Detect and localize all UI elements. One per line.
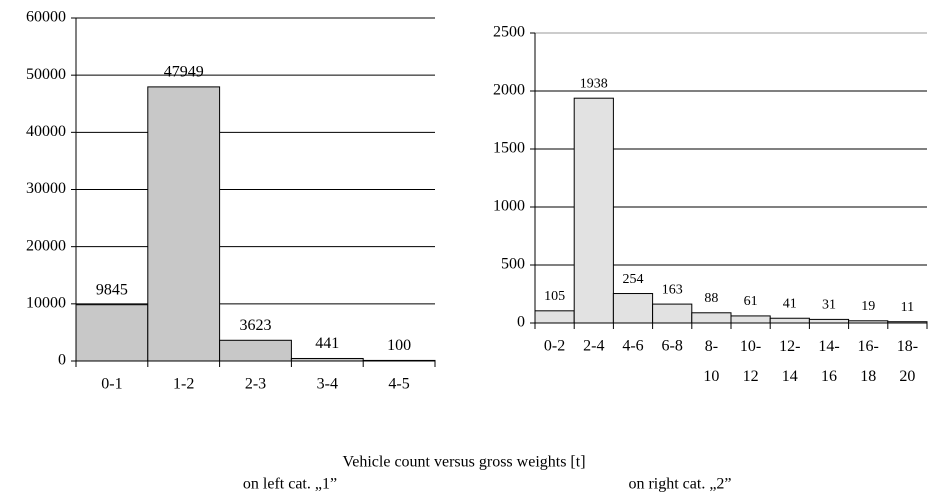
value-label: 105	[544, 289, 565, 304]
value-label: 41	[783, 296, 797, 311]
bar	[691, 312, 732, 324]
bar	[573, 97, 614, 324]
y-tick-label: 10000	[26, 295, 66, 312]
y-tick-label: 60000	[26, 9, 66, 26]
y-tick-label: 1500	[493, 140, 525, 157]
y-tick-label: 0	[517, 314, 525, 331]
y-tick-label: 0	[58, 352, 66, 369]
bar	[652, 303, 693, 324]
y-tick-label: 2500	[493, 24, 525, 41]
bar	[75, 304, 149, 362]
bar	[730, 315, 771, 324]
x-tick-label: 2-3	[245, 376, 266, 393]
x-tick-label: 0-2	[544, 338, 565, 355]
x-tick-label: 16-18	[858, 338, 879, 385]
y-tick-label: 50000	[26, 66, 66, 83]
x-tick-label: 2-4	[583, 338, 604, 355]
y-tick-label: 20000	[26, 237, 66, 254]
value-label: 441	[315, 335, 339, 352]
value-label: 163	[662, 282, 683, 297]
x-tick-label: 8-10	[703, 338, 719, 385]
bar	[534, 310, 575, 324]
y-tick-label: 30000	[26, 180, 66, 197]
x-tick-label: 6-8	[662, 338, 683, 355]
value-label: 1938	[580, 76, 608, 91]
x-tick-label: 12-14	[779, 338, 800, 385]
bar	[808, 318, 850, 324]
bar	[612, 293, 654, 324]
x-tick-label: 0-1	[101, 376, 122, 393]
value-label: 11	[901, 300, 914, 315]
y-tick-label: 1000	[493, 198, 525, 215]
value-label: 9845	[96, 281, 128, 298]
x-tick-label: 10-12	[740, 338, 761, 385]
value-label: 254	[623, 272, 644, 287]
y-tick-label: 40000	[26, 123, 66, 140]
value-label: 61	[744, 294, 758, 309]
bar	[769, 317, 810, 324]
caption-title: Vehicle count versus gross weights [t]	[342, 454, 585, 471]
y-tick-label: 500	[501, 256, 525, 273]
x-tick-label: 14-16	[818, 338, 839, 385]
x-tick-label: 4-6	[622, 338, 643, 355]
value-label: 19	[861, 299, 875, 314]
value-label: 100	[387, 337, 411, 354]
x-tick-label: 1-2	[173, 376, 194, 393]
value-label: 31	[822, 298, 836, 313]
value-label: 88	[704, 291, 718, 306]
caption-left: on left cat. „1”	[243, 476, 337, 493]
bar	[219, 339, 292, 362]
x-tick-label: 3-4	[317, 376, 338, 393]
x-tick-label: 18-20	[897, 338, 918, 385]
value-label: 3623	[240, 317, 272, 334]
x-tick-label: 4-5	[388, 376, 409, 393]
bar	[147, 86, 221, 362]
value-label: 47949	[164, 64, 204, 81]
y-tick-label: 2000	[493, 82, 525, 99]
caption-right: on right cat. „2”	[628, 476, 731, 493]
